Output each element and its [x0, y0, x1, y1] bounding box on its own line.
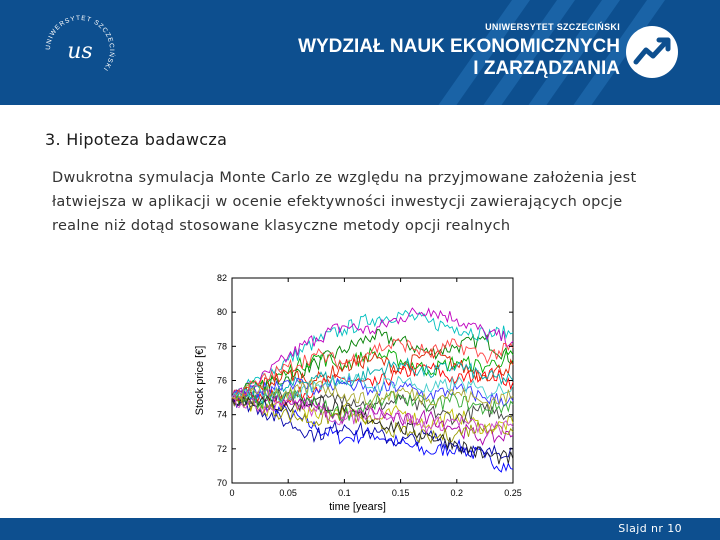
- series-line-13: [231, 393, 514, 445]
- y-axis-label: Stock price [€]: [194, 346, 206, 416]
- series-line-8: [231, 397, 514, 459]
- series-line-7: [231, 387, 514, 426]
- series-line-5: [231, 307, 514, 405]
- x-tick-label: 0.1: [338, 488, 351, 498]
- logo-monogram: us: [67, 39, 92, 64]
- footer-bar: Slajd nr 10: [0, 518, 720, 540]
- x-tick-label: 0.15: [392, 488, 410, 498]
- series-line-14: [231, 395, 514, 465]
- series-line-6: [231, 392, 514, 435]
- y-tick-label: 70: [217, 478, 227, 488]
- faculty-name-line1: WYDZIAŁ NAUK EKONOMICZNYCH: [298, 36, 620, 57]
- monte-carlo-chart: 70 72 74 76 78 80 82 0 0.05 0.1 0.15 0.2 0.25 time [y…: [194, 273, 522, 513]
- y-tick-label: 76: [217, 376, 227, 386]
- series-line-19: [231, 392, 514, 437]
- faculty-wordmark: UNIWERSYTET SZCZECIŃSKI WYDZIAŁ NAUK EKO…: [298, 22, 620, 80]
- faculty-name-line2: I ZARZĄDZANIA: [473, 58, 620, 79]
- header-banner: UNIWERSYTET SZCZECIŃSKI us UNIWERSYTET S…: [0, 0, 720, 105]
- y-tick-label: 82: [217, 273, 227, 283]
- slide-body-text: Dwukrotna symulacja Monte Carlo ze wzglę…: [52, 170, 637, 234]
- y-tick-label: 72: [217, 444, 227, 454]
- series-line-15: [231, 375, 514, 408]
- x-tick-label: 0.05: [279, 488, 297, 498]
- x-tick-label: 0: [229, 488, 234, 498]
- x-tick-label: 0.2: [451, 488, 464, 498]
- y-tick-label: 74: [217, 410, 227, 420]
- x-tick-label: 0.25: [504, 488, 522, 498]
- university-logo: UNIWERSYTET SZCZECIŃSKI us: [45, 15, 116, 73]
- slide-number: Slajd nr 10: [618, 522, 682, 535]
- x-axis-label: time [years]: [329, 501, 386, 513]
- slide-title: 3. Hipoteza badawcza: [45, 130, 228, 149]
- trend-arrow-icon: [633, 37, 671, 65]
- series-line-16: [231, 388, 514, 422]
- series-line-18: [231, 372, 514, 404]
- y-tick-label: 78: [217, 341, 227, 351]
- series-line-2: [231, 329, 514, 402]
- series-line-17: [231, 337, 514, 401]
- y-tick-label: 80: [217, 307, 227, 317]
- series-line-9: [231, 346, 514, 403]
- university-name: UNIWERSYTET SZCZECIŃSKI: [485, 22, 620, 32]
- faculty-emblem: [626, 26, 678, 78]
- series-line-20: [231, 378, 514, 411]
